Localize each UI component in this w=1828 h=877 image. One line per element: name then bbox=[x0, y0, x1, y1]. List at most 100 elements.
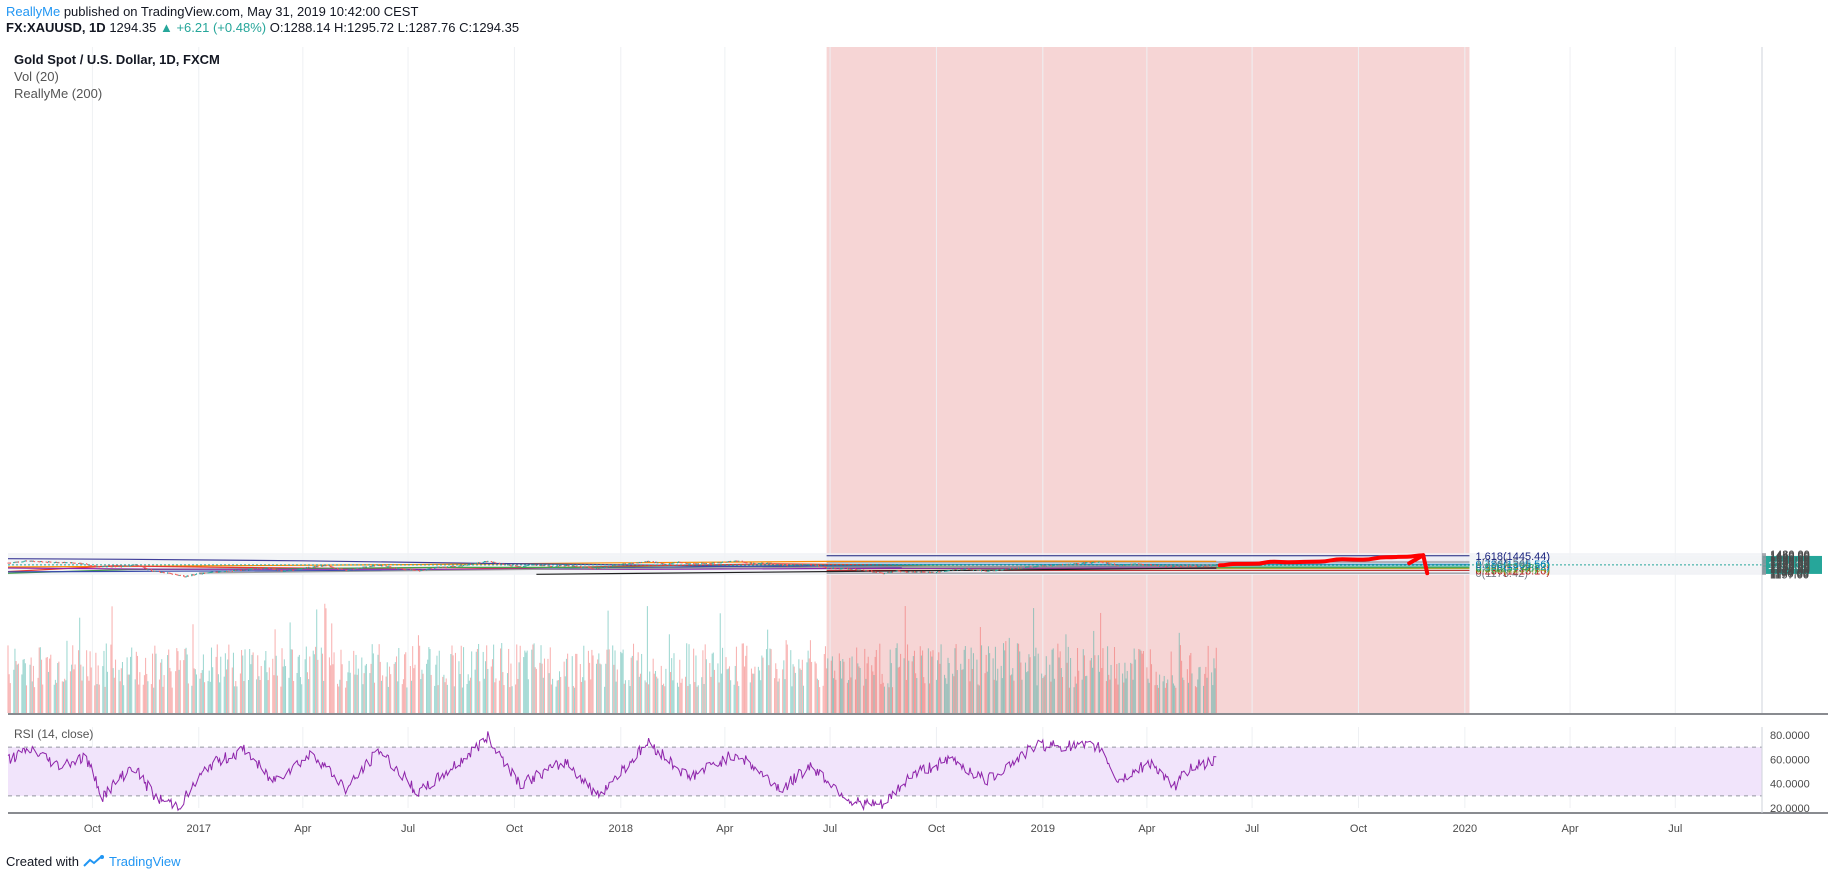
candle-body bbox=[531, 564, 533, 566]
volume-bar bbox=[147, 681, 149, 713]
candle-body bbox=[398, 568, 400, 570]
candle-body bbox=[429, 568, 431, 570]
candle-body bbox=[272, 568, 274, 570]
candle-body bbox=[819, 566, 821, 568]
volume-bar bbox=[896, 643, 898, 713]
volume-bar bbox=[139, 672, 141, 713]
volume-bar bbox=[142, 684, 144, 713]
time-axis-label: Jul bbox=[401, 823, 415, 835]
volume-bar bbox=[550, 684, 552, 713]
candle-body bbox=[87, 564, 89, 566]
volume-bar bbox=[644, 680, 646, 713]
volume-bar bbox=[437, 685, 439, 713]
chart[interactable]: 0(1173.42)0.236(1213.10)0.382(1237.64)0.… bbox=[0, 0, 1828, 850]
volume-bar bbox=[972, 653, 974, 713]
author-link[interactable]: ReallyMe bbox=[6, 4, 61, 19]
volume-bar bbox=[1082, 649, 1084, 713]
candle-body bbox=[838, 568, 840, 570]
volume-bar bbox=[1109, 679, 1111, 713]
candle-body bbox=[1083, 562, 1085, 564]
candle-body bbox=[1142, 564, 1144, 566]
volume-bar bbox=[524, 650, 526, 713]
candle-body bbox=[257, 568, 259, 570]
volume-bar bbox=[1139, 649, 1141, 713]
volume-bar bbox=[1057, 643, 1059, 713]
volume-bar bbox=[571, 656, 573, 713]
candle-body bbox=[382, 565, 384, 567]
candle-body bbox=[312, 566, 314, 568]
volume-bar bbox=[599, 663, 601, 713]
candle-body bbox=[871, 570, 873, 572]
volume-bar bbox=[482, 651, 484, 713]
candle-body bbox=[947, 570, 949, 572]
candle-body bbox=[500, 563, 502, 565]
volume-bar bbox=[605, 663, 607, 713]
volume-bar bbox=[445, 678, 447, 713]
candle-body bbox=[276, 569, 278, 571]
volume-bar bbox=[993, 679, 995, 713]
candle-body bbox=[711, 562, 713, 564]
volume-bar bbox=[718, 682, 720, 713]
candle-body bbox=[159, 570, 161, 572]
candle-body bbox=[331, 566, 333, 568]
volume-bar bbox=[397, 681, 399, 713]
candle-body bbox=[803, 564, 805, 566]
volume-bar bbox=[111, 606, 113, 713]
volume-bar bbox=[1154, 685, 1156, 713]
volume-bar bbox=[123, 685, 125, 713]
candle-body bbox=[452, 566, 454, 568]
candle-body bbox=[29, 560, 31, 562]
volume-bar bbox=[106, 671, 108, 713]
volume-bar bbox=[275, 655, 277, 713]
volume-bar bbox=[90, 667, 92, 713]
volume-bar bbox=[118, 669, 120, 713]
candle-body bbox=[735, 560, 737, 562]
volume-bar bbox=[134, 679, 136, 713]
volume-bar bbox=[629, 686, 631, 713]
candle-body bbox=[478, 562, 480, 564]
candle-body bbox=[919, 571, 921, 573]
volume-bar bbox=[16, 664, 18, 713]
candle-body bbox=[734, 560, 736, 562]
candle-body bbox=[152, 570, 154, 572]
candle-body bbox=[725, 561, 727, 563]
volume-bar bbox=[722, 647, 724, 713]
volume-bar bbox=[138, 684, 140, 713]
volume-bar bbox=[526, 650, 528, 713]
volume-bar bbox=[931, 656, 933, 713]
volume-bar bbox=[243, 681, 245, 713]
volume-bar bbox=[564, 676, 566, 713]
candle-body bbox=[791, 564, 793, 566]
volume-bar bbox=[905, 679, 907, 713]
volume-bar bbox=[121, 661, 123, 713]
volume-bar bbox=[474, 669, 476, 713]
volume-bar bbox=[503, 685, 505, 713]
volume-bar bbox=[688, 644, 690, 713]
publish-line: ReallyMe published on TradingView.com, M… bbox=[6, 4, 418, 19]
candle-body bbox=[380, 565, 382, 567]
volume-bar bbox=[378, 644, 380, 713]
rsi-axis-label: 80.0000 bbox=[1770, 730, 1810, 742]
volume-bar bbox=[616, 669, 618, 713]
candle-body bbox=[127, 565, 129, 567]
candle-body bbox=[323, 565, 325, 567]
candle-body bbox=[557, 565, 559, 567]
volume-bar bbox=[276, 675, 278, 713]
candle-body bbox=[86, 563, 88, 565]
candle-body bbox=[938, 571, 940, 573]
volume-bar bbox=[582, 677, 584, 713]
volume-bar bbox=[598, 653, 600, 713]
candle-body bbox=[474, 562, 476, 564]
candle-body bbox=[275, 569, 277, 571]
candle-body bbox=[761, 562, 763, 564]
candle-body bbox=[815, 565, 817, 567]
volume-bar bbox=[1102, 648, 1104, 713]
candle-body bbox=[150, 569, 152, 571]
volume-bar bbox=[266, 672, 268, 713]
price-axis-label: 1440.00 bbox=[1770, 551, 1810, 563]
volume-bar bbox=[783, 660, 785, 713]
volume-bar bbox=[762, 657, 764, 713]
candle-body bbox=[778, 564, 780, 566]
candle-body bbox=[1051, 565, 1053, 567]
tradingview-link[interactable]: TradingView bbox=[108, 854, 181, 869]
